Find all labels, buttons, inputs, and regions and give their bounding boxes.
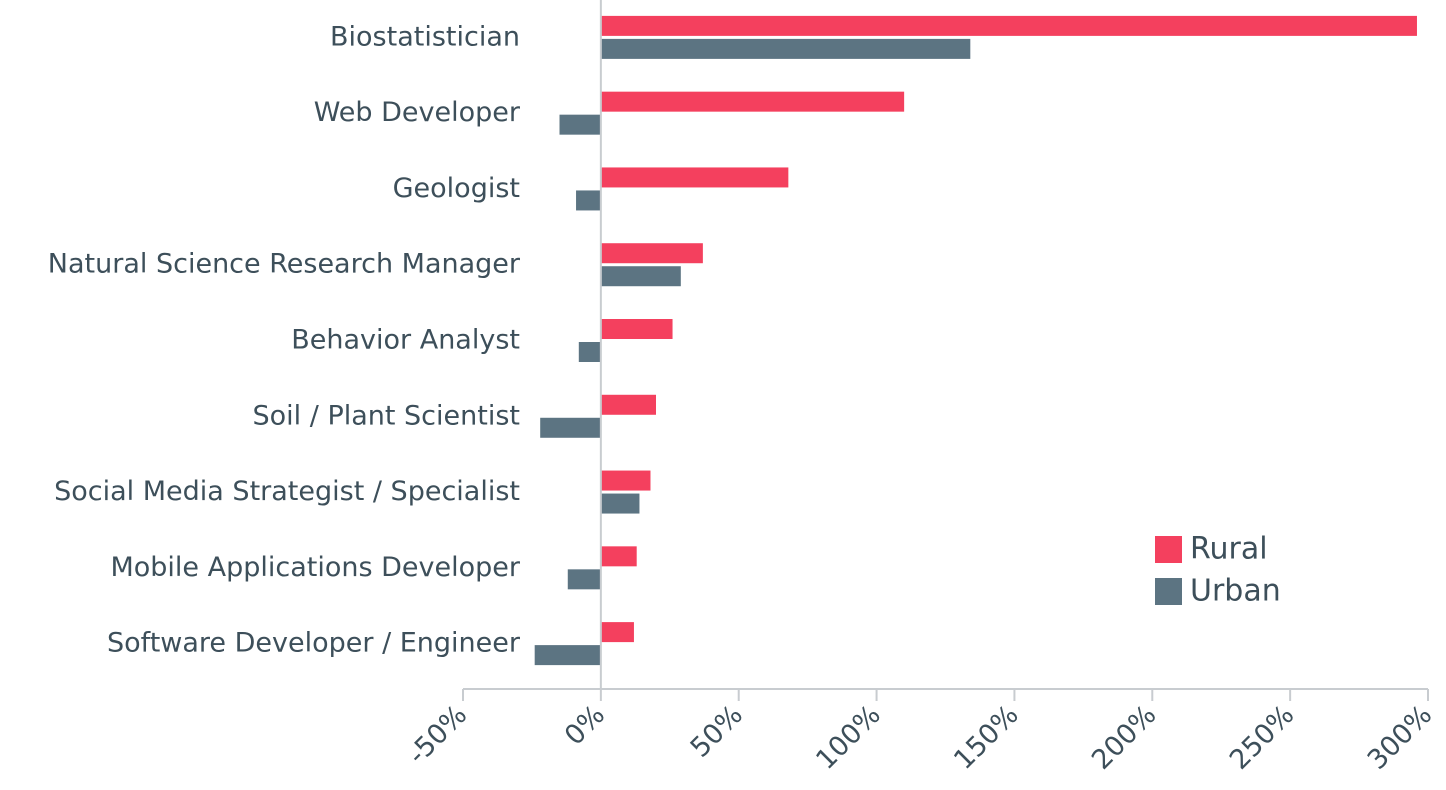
bar <box>540 417 601 438</box>
bar <box>600 91 905 112</box>
x-tick-label: 150% <box>948 699 1025 776</box>
legend-swatch <box>1155 536 1182 563</box>
y-tick-label: Biostatistician <box>330 21 520 52</box>
x-tick-label: 200% <box>1086 699 1163 776</box>
bar <box>567 569 601 590</box>
bar <box>600 470 651 491</box>
y-tick-label: Natural Science Research Manager <box>48 249 521 280</box>
x-tick-label: 300% <box>1362 699 1439 776</box>
bar <box>600 546 637 567</box>
y-tick-label: Mobile Applications Developer <box>110 552 520 583</box>
x-tick-label: -50% <box>402 699 473 770</box>
y-tick-label: Geologist <box>393 173 520 204</box>
bar <box>578 342 601 362</box>
bar <box>600 493 640 514</box>
x-tick-label: 50% <box>685 699 749 763</box>
bar <box>600 167 789 188</box>
bar <box>600 622 634 643</box>
y-tick-label: Software Developer / Engineer <box>107 628 521 659</box>
bar <box>600 15 1417 36</box>
x-tick-label: 100% <box>810 699 887 776</box>
bar <box>600 38 971 59</box>
bar <box>600 394 656 415</box>
x-tick-label: 0% <box>559 699 611 751</box>
legend-label: Rural <box>1190 532 1268 567</box>
y-tick-label: Social Media Strategist / Specialist <box>54 476 520 507</box>
y-tick-label: Soil / Plant Scientist <box>253 400 520 431</box>
bar <box>576 190 601 211</box>
bar <box>559 114 601 135</box>
bar <box>534 645 601 666</box>
bar <box>600 243 703 264</box>
y-tick-label: Behavior Analyst <box>291 325 520 356</box>
legend-swatch <box>1155 578 1182 605</box>
bar <box>600 266 681 287</box>
x-tick-label: 250% <box>1224 699 1301 776</box>
legend-label: Urban <box>1190 574 1281 609</box>
bar <box>600 319 673 339</box>
y-tick-label: Web Developer <box>314 97 521 128</box>
